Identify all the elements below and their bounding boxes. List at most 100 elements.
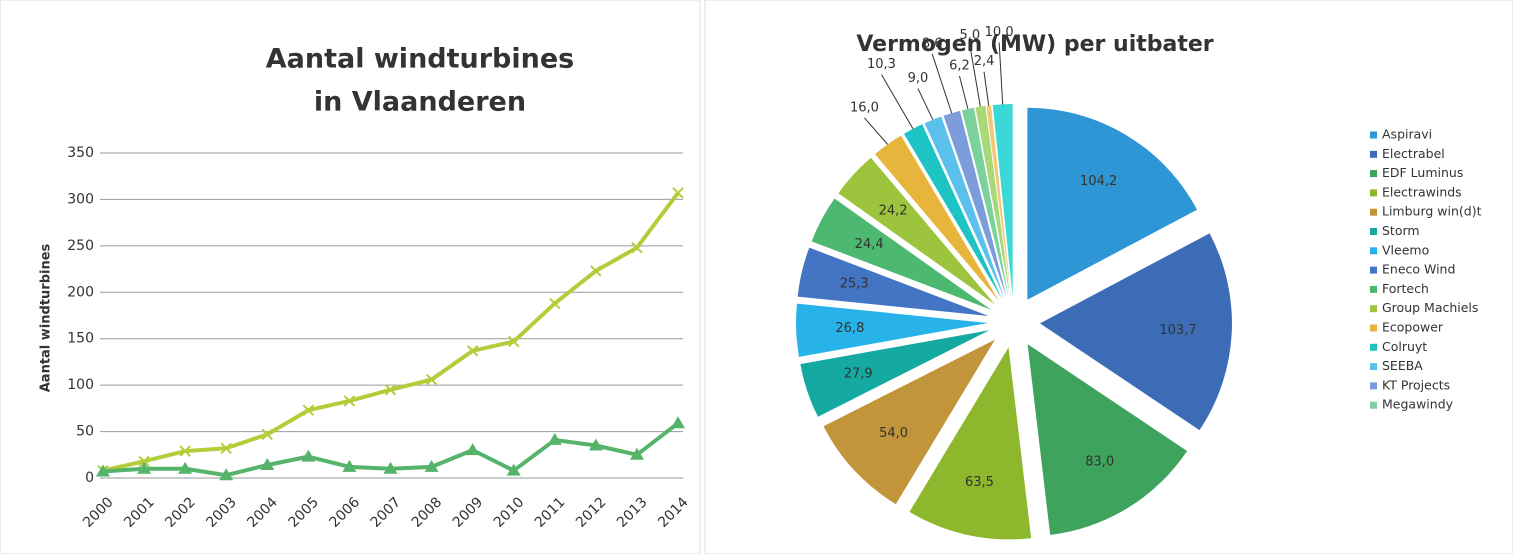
pie-slice bbox=[800, 330, 990, 417]
y-axis-label: Aantal windturbines bbox=[39, 243, 54, 392]
data-label: 27,9 bbox=[844, 367, 873, 382]
legend-swatch bbox=[1370, 363, 1377, 371]
pie-slice bbox=[975, 105, 1010, 297]
data-label: 8,6 bbox=[922, 36, 943, 51]
y-tick-label: 300 bbox=[67, 191, 94, 207]
leader-line bbox=[969, 45, 981, 107]
marker bbox=[383, 461, 398, 474]
marker bbox=[384, 384, 397, 396]
chart-title: Vermogen (MW) per uitbater bbox=[856, 32, 1213, 57]
legend-swatch bbox=[1370, 266, 1377, 274]
marker bbox=[261, 428, 273, 441]
legend-swatch bbox=[1370, 343, 1377, 351]
legend-label: SEEBA bbox=[1382, 358, 1423, 373]
legend-label: Storm bbox=[1382, 223, 1420, 238]
marker bbox=[671, 416, 685, 429]
legend-label: Fortech bbox=[1382, 281, 1429, 296]
legend-swatch bbox=[1370, 324, 1377, 332]
marker bbox=[425, 373, 438, 386]
data-label: 6,2 bbox=[949, 58, 970, 73]
marker bbox=[220, 442, 232, 454]
marker bbox=[466, 345, 479, 357]
marker bbox=[96, 464, 110, 477]
marker bbox=[672, 187, 684, 199]
pie-slice bbox=[943, 110, 1007, 298]
legend-label: Electrawinds bbox=[1382, 184, 1462, 199]
y-tick-label: 200 bbox=[67, 284, 94, 300]
marker bbox=[343, 395, 356, 407]
marker bbox=[179, 445, 191, 457]
leader-line bbox=[958, 75, 969, 110]
pie-slice bbox=[909, 347, 1032, 540]
marker bbox=[629, 447, 644, 460]
legend-label: Electrabel bbox=[1382, 146, 1445, 161]
y-tick-label: 50 bbox=[76, 424, 94, 440]
pie-slice bbox=[875, 135, 999, 301]
leader-line bbox=[881, 74, 914, 130]
marker bbox=[260, 458, 275, 470]
data-label: 10,3 bbox=[867, 57, 896, 72]
pie-slice bbox=[1039, 233, 1232, 431]
y-tick-label: 250 bbox=[67, 238, 94, 254]
marker bbox=[302, 404, 315, 416]
pie-slice bbox=[838, 157, 995, 305]
pie-slice bbox=[796, 303, 989, 357]
marker bbox=[424, 459, 439, 472]
legend-label: KT Projects bbox=[1382, 377, 1450, 392]
data-label: 104,2 bbox=[1080, 174, 1117, 189]
data-label: 2,4 bbox=[974, 54, 995, 69]
legend-label: Eneco Wind bbox=[1382, 262, 1455, 277]
marker bbox=[301, 449, 316, 462]
pie-slice bbox=[1027, 344, 1188, 535]
data-label: 63,5 bbox=[965, 475, 994, 490]
data-label: 54,0 bbox=[879, 426, 908, 441]
data-label: 83,0 bbox=[1085, 455, 1114, 470]
legend-swatch bbox=[1370, 285, 1377, 293]
legend-swatch bbox=[1370, 401, 1377, 409]
legend-swatch bbox=[1370, 208, 1377, 216]
legend-label: Limburg win(d)t bbox=[1382, 204, 1482, 219]
y-tick-label: 0 bbox=[85, 470, 94, 486]
marker bbox=[138, 455, 150, 467]
marker bbox=[465, 443, 480, 456]
chart-title: in Vlaanderen bbox=[314, 87, 526, 118]
legend-swatch bbox=[1370, 150, 1377, 158]
data-label: 103,7 bbox=[1159, 323, 1196, 338]
legend-label: Megawindy bbox=[1382, 397, 1454, 412]
chart-title: Aantal windturbines bbox=[266, 44, 575, 75]
data-label: 16,0 bbox=[850, 100, 879, 115]
legend-swatch bbox=[1370, 170, 1377, 178]
legend-label: Ecopower bbox=[1382, 320, 1444, 335]
marker bbox=[342, 459, 357, 472]
pie-slice bbox=[992, 104, 1013, 297]
leader-line bbox=[917, 88, 934, 120]
pie-slice bbox=[961, 107, 1009, 297]
pie-slice bbox=[823, 339, 995, 505]
legend-swatch bbox=[1370, 305, 1377, 313]
legend-label: EDF Luminus bbox=[1382, 165, 1463, 180]
legend-label: Aspiravi bbox=[1382, 127, 1432, 142]
marker bbox=[547, 432, 562, 445]
legend-swatch bbox=[1370, 382, 1377, 390]
legend-label: Group Machiels bbox=[1382, 300, 1478, 315]
pie-slice bbox=[904, 124, 1002, 299]
marker bbox=[549, 297, 561, 310]
marker bbox=[588, 438, 603, 451]
data-label: 5,0 bbox=[960, 28, 981, 43]
legend-label: Vleemo bbox=[1382, 242, 1429, 257]
data-label: 24,4 bbox=[855, 237, 884, 252]
pie-slice bbox=[986, 105, 1011, 297]
marker bbox=[590, 265, 602, 277]
data-label: 10,0 bbox=[985, 25, 1014, 40]
marker bbox=[178, 461, 193, 474]
legend-label: Colruyt bbox=[1382, 339, 1427, 354]
pie-slice bbox=[924, 116, 1005, 298]
marker bbox=[137, 461, 152, 474]
pie-slice bbox=[1027, 107, 1198, 300]
legend-swatch bbox=[1370, 228, 1377, 235]
data-label: 26,8 bbox=[835, 321, 864, 336]
y-tick-label: 100 bbox=[67, 377, 94, 393]
leader-line bbox=[931, 53, 953, 114]
y-tick-label: 350 bbox=[67, 145, 94, 161]
